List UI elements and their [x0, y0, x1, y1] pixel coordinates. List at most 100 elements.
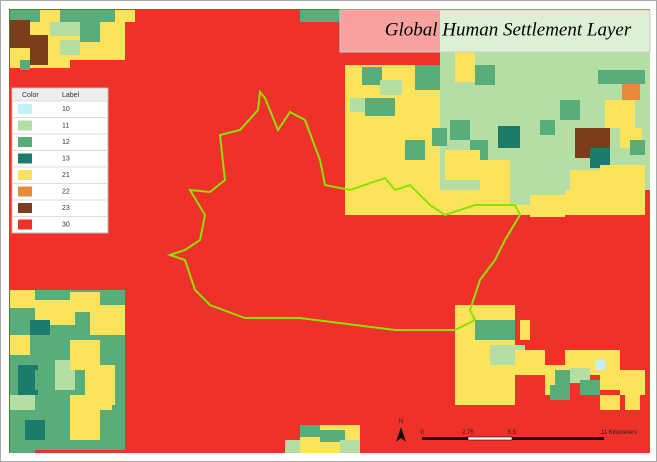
- settlement-cell: [25, 420, 45, 440]
- settlement-cell: [455, 52, 475, 82]
- settlement-cell: [530, 195, 565, 217]
- settlement-cell: [622, 84, 640, 100]
- legend-swatch: [18, 203, 32, 213]
- legend-header: Color: [22, 92, 39, 99]
- settlement-cell: [100, 395, 112, 410]
- legend-label: 23: [62, 205, 70, 212]
- legend-label: 11: [62, 122, 69, 129]
- settlement-cell: [345, 70, 365, 95]
- settlement-cell: [362, 67, 382, 85]
- settlement-cell: [495, 370, 515, 390]
- settlement-cell: [60, 40, 80, 55]
- settlement-cell: [432, 128, 447, 146]
- settlement-cell: [560, 100, 580, 120]
- settlement-cell: [540, 120, 555, 135]
- north-arrow-icon: [396, 427, 406, 442]
- settlement-cell: [405, 140, 425, 160]
- legend-label: 21: [62, 172, 70, 179]
- title-box: [339, 9, 651, 53]
- scale-label: 2.75: [462, 430, 474, 436]
- settlement-cell: [345, 112, 363, 127]
- settlement-cell: [625, 70, 645, 84]
- scale-segment: [422, 437, 468, 440]
- study-area-boundary: [166, 89, 522, 331]
- map-title: Global Human Settlement Layer: [385, 19, 632, 40]
- settlement-cell: [80, 22, 100, 42]
- settlement-cell: [415, 65, 440, 90]
- legend-swatch: [18, 104, 32, 114]
- settlement-cell: [35, 370, 55, 390]
- legend-label: 30: [62, 221, 70, 228]
- settlement-cell: [520, 320, 530, 340]
- settlement-cell: [400, 96, 420, 114]
- settlement-cell: [515, 350, 545, 375]
- settlement-cell: [300, 425, 320, 437]
- settlement-cell: [600, 165, 645, 190]
- settlement-cell: [90, 305, 125, 335]
- settlement-cell: [570, 368, 590, 383]
- settlement-cell: [60, 10, 85, 22]
- legend-swatch: [18, 186, 32, 197]
- settlement-cell: [10, 10, 40, 22]
- scale-label: 11 Kilometers: [601, 430, 637, 436]
- settlement-cell: [445, 150, 480, 180]
- scale-label: 5.5: [508, 430, 517, 436]
- settlement-cell: [600, 375, 620, 390]
- scale-label: 0: [420, 430, 424, 436]
- settlement-cell: [320, 430, 345, 442]
- settlement-cell: [340, 440, 360, 453]
- scale-segment: [467, 436, 513, 441]
- scale-bar: 0 2.75 5.5 11 Kilometers: [420, 430, 637, 441]
- legend-label: 13: [62, 155, 70, 162]
- legend-header: Label: [62, 92, 80, 99]
- settlement-cell: [10, 395, 35, 410]
- settlement-cell: [620, 370, 645, 395]
- settlement-cell: [598, 70, 628, 84]
- legend-label: 12: [62, 139, 70, 146]
- settlement-cell: [10, 440, 35, 453]
- settlement-cell: [20, 60, 30, 70]
- north-arrow: N: [396, 419, 406, 442]
- settlement-cell: [285, 440, 300, 453]
- legend-header-bg: [13, 89, 107, 101]
- settlement-cell: [600, 395, 620, 410]
- settlement-cell: [100, 40, 120, 55]
- settlement-cell: [570, 170, 600, 195]
- settlement-cell: [10, 20, 30, 48]
- settlement-cell: [555, 370, 570, 385]
- settlement-cell: [300, 10, 340, 22]
- settlement-cell: [10, 290, 35, 308]
- legend-swatch: [18, 120, 32, 131]
- legend-label: 10: [62, 106, 70, 113]
- settlement-cell: [605, 100, 635, 128]
- settlement-cell: [580, 380, 600, 395]
- settlement-cell: [85, 10, 115, 22]
- legend-swatch: [18, 170, 32, 180]
- settlement-cell: [630, 140, 645, 155]
- legend-label: 22: [62, 188, 70, 195]
- north-label: N: [399, 419, 403, 425]
- settlement-cell: [480, 160, 510, 190]
- legend: Color Label 10 11 12 13 21 22 23 30: [11, 87, 109, 234]
- settlement-cell: [18, 365, 38, 395]
- legend-swatch: [18, 153, 32, 164]
- settlement-cell: [475, 65, 495, 85]
- settlement-cell: [450, 120, 470, 140]
- settlement-cell: [475, 320, 515, 340]
- settlement-cell: [120, 10, 135, 22]
- settlement-cell: [40, 10, 60, 20]
- settlement-cell: [30, 35, 48, 65]
- settlement-cell: [10, 335, 30, 355]
- settlement-cell: [70, 395, 100, 440]
- settlement-cell: [30, 320, 50, 335]
- settlement-cell: [365, 98, 395, 116]
- settlement-cell: [50, 22, 80, 36]
- settlement-cell: [498, 126, 520, 148]
- scale-segment: [512, 437, 604, 440]
- legend-swatch: [18, 137, 32, 147]
- settlement-cell: [590, 148, 610, 168]
- settlement-cell: [45, 400, 65, 420]
- settlement-cell: [550, 385, 570, 400]
